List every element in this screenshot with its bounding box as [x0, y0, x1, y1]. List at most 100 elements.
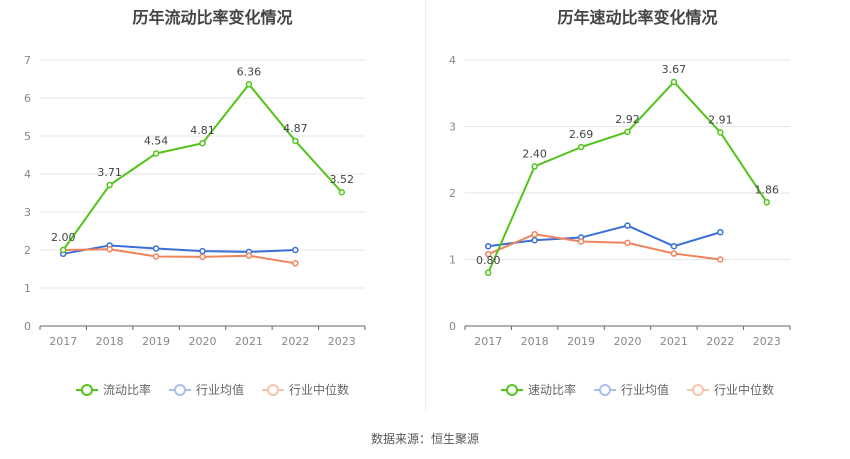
data-point-industry-median	[292, 260, 299, 267]
legend-label-median: 行业中位数	[289, 383, 350, 397]
chart-title: 历年流动比率变化情况	[132, 8, 293, 27]
data-point-main	[245, 81, 253, 88]
series-line-industry-median	[63, 248, 296, 265]
data-point-main	[106, 181, 113, 189]
legend-item-main[interactable]: 流动比率	[75, 381, 151, 398]
panel-divider	[425, 0, 426, 410]
quick-ratio-chart: 0 1 2 3 4 2017 2018 2019 2020 2021 2022 2023 0.80 2.4…	[449, 54, 791, 348]
data-point-main	[577, 143, 585, 151]
data-label: 1.86	[755, 183, 780, 196]
y-tick-label: 1	[24, 282, 31, 295]
y-tick-label: 4	[24, 168, 31, 181]
data-label: 2.92	[615, 113, 640, 126]
legend-label-median: 行业中位数	[714, 383, 775, 397]
legend-item-industry-median[interactable]: 行业中位数	[262, 381, 349, 398]
x-tick-label: 2021	[660, 335, 688, 348]
x-tick-label: 2022	[281, 335, 309, 348]
data-point-industry-median	[199, 253, 206, 261]
data-label: 6.36	[237, 65, 262, 78]
data-point-industry-median	[152, 253, 160, 260]
legend-swatch-avg	[168, 383, 191, 396]
chart-legend: 流动比率 行业均值 行业中位数	[0, 381, 425, 398]
data-label: 4.81	[190, 124, 215, 137]
data-point-industry-avg	[670, 242, 678, 250]
legend-label-main: 速动比率	[527, 383, 576, 397]
x-tick-label: 2020	[189, 335, 217, 348]
y-tick-label: 7	[24, 54, 31, 67]
data-label: 3.52	[330, 173, 355, 186]
data-point-industry-avg	[531, 236, 538, 244]
series-line-industry-avg	[63, 244, 296, 255]
data-source-note: 数据来源：恒生聚源	[370, 432, 479, 446]
x-tick-label: 2019	[142, 335, 170, 348]
legend-label-avg: 行业均值	[620, 383, 669, 397]
data-label: 4.54	[144, 134, 169, 147]
y-tick-label: 2	[449, 187, 456, 200]
series-line-industry-avg	[488, 224, 721, 248]
legend-label-avg: 行业均值	[195, 383, 244, 397]
data-point-main	[763, 199, 771, 206]
x-tick-label: 2018	[521, 335, 549, 348]
data-label: 2.91	[708, 113, 733, 126]
y-tick-label: 3	[24, 206, 31, 219]
x-tick-label: 2017	[49, 335, 77, 348]
y-tick-label: 6	[24, 92, 31, 105]
x-tick-label: 2023	[753, 335, 781, 348]
data-point-main	[152, 150, 160, 157]
data-point-industry-avg	[199, 247, 206, 255]
data-label: 3.71	[97, 166, 122, 179]
data-point-main	[670, 78, 678, 86]
data-label: 2.00	[51, 231, 76, 244]
legend-swatch-median	[687, 383, 709, 396]
data-point-main	[531, 163, 538, 170]
data-point-industry-avg	[624, 222, 631, 229]
x-tick-label: 2019	[567, 335, 595, 348]
data-point-industry-avg	[292, 246, 299, 254]
data-point-main	[484, 269, 492, 277]
data-label: 2.40	[522, 147, 547, 160]
x-tick-label: 2021	[235, 335, 263, 348]
data-label: 0.80	[476, 254, 501, 267]
data-label: 2.69	[569, 128, 594, 141]
y-tick-label: 2	[24, 244, 31, 257]
data-point-industry-median	[717, 256, 724, 263]
x-tick-label: 2022	[706, 335, 734, 348]
chart-legend: 速动比率 行业均值 行业中位数	[425, 381, 850, 398]
legend-swatch-median	[262, 383, 284, 396]
y-tick-label: 0	[449, 320, 456, 333]
data-label: 3.67	[662, 63, 687, 76]
data-point-main	[338, 188, 346, 196]
current-ratio-chart: 0 1 2 3 4 5 6 7 2017 2018 2019 2020 2021 2022 2023 2.00…	[24, 54, 366, 348]
legend-swatch-main	[75, 383, 98, 396]
legend-item-industry-avg[interactable]: 行业均值	[168, 381, 244, 398]
data-label: 4.87	[283, 122, 308, 135]
data-point-industry-avg	[717, 228, 724, 236]
data-point-industry-median	[577, 238, 585, 245]
series-line-industry-median	[487, 233, 721, 261]
quick-ratio-chart-panel: 历年速动比率变化情况 0 1 2 3 4 2017 2018 2019 2020 2021 2022…	[425, 0, 850, 420]
legend-swatch-main	[500, 383, 523, 396]
legend-item-industry-avg[interactable]: 行业均值	[593, 381, 669, 398]
x-tick-label: 2017	[474, 335, 502, 348]
data-point-main	[624, 128, 631, 136]
legend-swatch-avg	[593, 383, 616, 396]
data-point-industry-median	[624, 239, 631, 247]
x-tick-label: 2023	[328, 335, 356, 348]
x-tick-label: 2020	[614, 335, 642, 348]
legend-item-industry-median[interactable]: 行业中位数	[687, 381, 774, 398]
data-point-industry-median	[106, 245, 113, 253]
current-ratio-chart-panel: 历年流动比率变化情况 0 1 2 3 4 5 6 7 2017 2018 2019 2020 2021 2…	[0, 0, 425, 420]
y-tick-label: 5	[24, 130, 31, 143]
y-tick-label: 0	[24, 320, 31, 333]
data-point-industry-avg	[152, 245, 160, 252]
data-point-industry-median	[531, 230, 538, 238]
data-point-main	[59, 246, 67, 254]
y-tick-label: 3	[449, 121, 456, 134]
data-point-industry-median	[670, 250, 678, 257]
data-point-main	[199, 139, 206, 147]
data-point-industry-median	[484, 250, 492, 258]
y-tick-label: 1	[449, 254, 456, 267]
chart-title: 历年速动比率变化情况	[557, 8, 718, 27]
legend-item-main[interactable]: 速动比率	[500, 381, 576, 398]
